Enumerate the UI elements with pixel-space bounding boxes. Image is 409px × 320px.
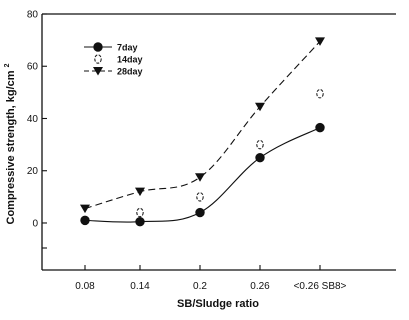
x-tick-label: 0.08 bbox=[75, 281, 95, 292]
legend-marker-14day bbox=[94, 54, 102, 64]
point-14day bbox=[196, 192, 204, 202]
legend: 7day 14day 28day bbox=[84, 42, 143, 77]
point-7day bbox=[80, 215, 90, 226]
x-tick-label: 0.26 bbox=[250, 281, 270, 292]
y-axis-ticks: 0 20 40 60 80 bbox=[27, 10, 47, 249]
point-28day bbox=[255, 102, 265, 112]
point-14day bbox=[316, 88, 324, 99]
legend-label-14day: 14day bbox=[117, 55, 143, 65]
point-28day bbox=[80, 204, 90, 214]
point-28day bbox=[195, 173, 205, 182]
y-tick-label: 80 bbox=[27, 10, 39, 21]
x-axis-ticks: 0.08 0.14 0.2 0.26 <0.26 SB8> bbox=[75, 265, 347, 292]
x-tick-label: <0.26 SB8> bbox=[294, 281, 347, 292]
point-7day bbox=[255, 152, 265, 163]
y-tick-label: 20 bbox=[27, 166, 39, 177]
y-tick-label: 60 bbox=[27, 62, 39, 73]
point-28day bbox=[315, 37, 325, 46]
point-14day bbox=[136, 207, 144, 218]
y-tick-label: 40 bbox=[27, 114, 39, 125]
legend-label-7day: 7day bbox=[117, 43, 138, 53]
legend-marker-7day bbox=[93, 42, 103, 52]
point-7day bbox=[135, 216, 145, 227]
series-layer bbox=[80, 37, 325, 227]
x-axis-label: SB/Sludge ratio bbox=[177, 298, 259, 310]
y-axis-label-main: Compressive strength, kg/cm bbox=[5, 70, 17, 224]
point-7day bbox=[315, 122, 325, 133]
point-14day bbox=[256, 139, 264, 150]
legend-marker-28day bbox=[93, 67, 103, 76]
point-7day bbox=[195, 207, 205, 218]
point-28day bbox=[135, 187, 145, 197]
legend-label-28day: 28day bbox=[117, 67, 143, 77]
x-tick-label: 0.14 bbox=[130, 281, 150, 292]
y-axis-label: Compressive strength, kg/cm 2 bbox=[4, 63, 17, 224]
y-axis-label-superscript: 2 bbox=[4, 63, 11, 67]
x-tick-label: 0.2 bbox=[193, 281, 207, 292]
y-tick-label: 0 bbox=[32, 218, 38, 229]
